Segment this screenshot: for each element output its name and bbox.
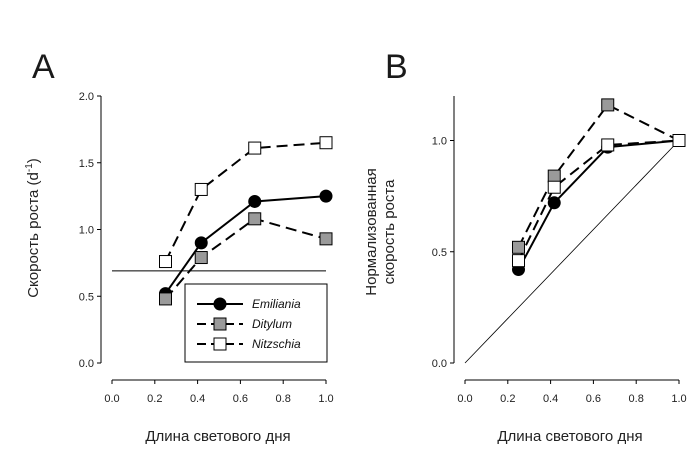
panel-a-letter: A [32,48,55,86]
panel-b-point-nitzschia [547,180,561,194]
panel-b-x-tick-label: 0.8 [629,393,644,405]
panel-a-x-tick-label: 0.0 [104,393,119,405]
panel-a-legend: Emiliania Ditylum Nitzschia [184,283,328,363]
panel-b-point-ditylum [601,98,615,112]
panel-a-x-axis-label: Длина светового дня [145,428,290,445]
panel-a-point-ditylum [159,292,172,306]
panel-a-point-nitzschia [248,141,262,155]
panel-a-x-tick-label: 0.8 [276,393,291,405]
panel-b-y-tick-label: 1.0 [432,136,447,148]
panel-b-x-tick-label: 0.6 [586,393,601,405]
legend-marker-nitzschia [213,337,227,351]
panel-b-series-line-emiliania [517,139,680,271]
panel-a-y-tick-label: 1.5 [79,158,94,170]
panel-a-y-label-close: ) [25,158,42,163]
panel-a-series-line-nitzschia [164,141,327,262]
legend-label-nitzschia: Nitzschia [252,337,301,351]
legend-marker-emiliania [213,297,227,311]
panel-b-x-tick-label: 0.4 [543,393,558,405]
panel-a-y-label-superscript: -1 [24,163,35,172]
panel-a-point-ditylum [248,212,262,226]
legend-box [184,283,328,363]
panel-a-point-ditylum [319,232,333,246]
panel-a-y-tick-label: 0.0 [79,358,94,370]
panel-a-point-nitzschia [194,182,208,196]
panel-b-y-tick-label: 0.0 [432,358,447,370]
panel-a-point-nitzschia [319,136,333,150]
panel-a-series-line-ditylum [164,217,327,300]
panel-a-y-tick-label: 2.0 [79,91,94,103]
panel-b-series-line-nitzschia [517,139,680,262]
panel-b-y-tick-label: 0.5 [432,247,447,259]
panel-b-point-emiliania [547,196,561,210]
panel-b-y-axis-label-line2: скорость роста [381,179,398,284]
legend-label-emiliania: Emiliania [252,297,301,311]
panel-b-point-nitzschia [672,134,686,147]
panel-a-y-tick-label: 1.0 [79,225,94,237]
legend-marker-ditylum [213,317,227,331]
panel-b-x-tick-label: 1.0 [671,393,686,405]
panel-a-point-emiliania [248,194,262,208]
panel-a-y-label-main: Скорость роста (d [25,172,42,298]
panel-b-x-axis-label: Длина светового дня [497,428,642,445]
panel-b-y-axis-label-line1: Нормализованная [363,168,380,296]
panel-b-plot: 0.0 0.5 1.0 0.0 0.2 0.4 0.6 0.8 1.0 [432,96,687,405]
panel-b-reference-line [464,140,680,364]
panel-a-point-emiliania [194,236,208,250]
panel-a-y-axis-label: Скорость роста (d-1) [24,158,42,298]
panel-a-point-ditylum [194,251,208,265]
panel-b-series-line-ditylum [517,103,680,248]
panel-b-point-ditylum [512,240,525,254]
panel-a-y-tick-label: 0.5 [79,291,94,303]
panel-a-x-tick-label: 0.6 [233,393,248,405]
panel-a-x-tick-label: 1.0 [318,393,333,405]
panel-b-x-tick-label: 0.2 [500,393,515,405]
panel-b-x-tick-label: 0.0 [457,393,472,405]
panel-a-point-emiliania [319,189,333,203]
panel-b-point-ditylum [547,169,561,183]
panel-b-point-nitzschia [512,254,525,268]
panel-a-point-nitzschia [159,255,172,269]
panel-a-x-tick-label: 0.2 [147,393,162,405]
panel-a-x-tick-label: 0.4 [190,393,205,405]
panel-a-plot: 0.0 0.5 1.0 1.5 2.0 0.0 0.2 0.4 0.6 0.8 1.0 [79,91,334,405]
panel-b-point-nitzschia [601,138,615,152]
panel-b-letter: B [385,48,408,86]
legend-label-ditylum: Ditylum [252,317,292,331]
panel-a-series-line-emiliania [164,195,327,295]
